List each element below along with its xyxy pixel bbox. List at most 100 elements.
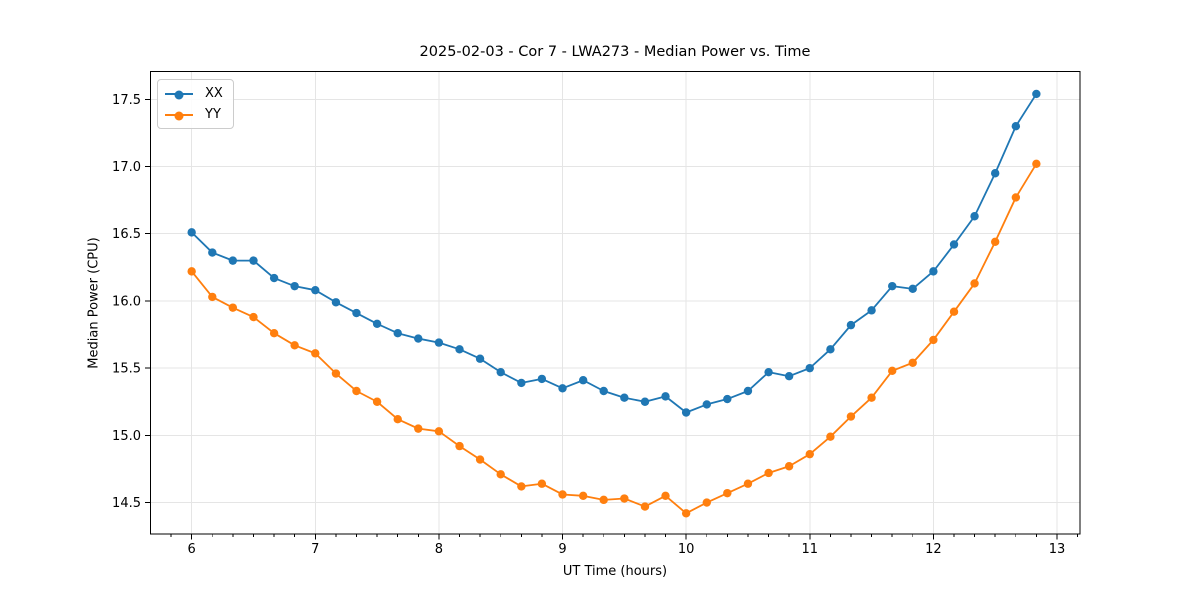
y-axis-label: Median Power (CPU): [86, 237, 102, 369]
y-tick-label: 15.5: [112, 362, 141, 377]
data-point-yy: [1032, 159, 1041, 169]
data-point-xx: [352, 308, 361, 318]
data-point-yy: [517, 482, 526, 491]
data-point-yy: [640, 502, 650, 511]
series-line-yy: [190, 162, 1038, 515]
data-point-xx: [249, 256, 258, 265]
legend-line-sample: [165, 111, 193, 120]
data-point-yy: [475, 455, 485, 464]
data-point-xx: [187, 228, 196, 237]
data-point-xx: [1011, 122, 1021, 131]
data-point-yy: [311, 349, 320, 358]
x-axis-label: UT Time (hours): [562, 564, 668, 579]
data-point-xx: [496, 367, 505, 377]
data-point-yy: [846, 412, 856, 421]
data-point-yy: [228, 303, 238, 312]
data-point-yy: [537, 479, 547, 488]
data-point-xx: [867, 306, 876, 315]
data-point-yy: [888, 366, 897, 376]
x-tick-label: 12: [925, 542, 942, 557]
data-point-xx: [475, 354, 485, 363]
legend-entry-xx: XX: [165, 84, 223, 103]
axes-box: [150, 71, 1081, 535]
data-point-yy: [743, 479, 753, 488]
data-point-xx: [784, 372, 794, 381]
data-point-yy: [764, 468, 773, 478]
data-point-xx: [661, 392, 670, 401]
data-point-yy: [455, 441, 464, 451]
legend-marker-dot: [174, 90, 184, 99]
data-point-xx: [908, 284, 917, 294]
data-point-yy: [187, 267, 196, 276]
data-point-yy: [661, 491, 670, 501]
data-point-xx: [372, 319, 382, 328]
data-point-xx: [723, 394, 732, 404]
data-point-xx: [393, 328, 402, 338]
data-point-yy: [290, 341, 299, 350]
data-point-yy: [990, 237, 1000, 246]
data-point-yy: [1011, 193, 1021, 202]
data-point-xx: [970, 212, 979, 221]
data-point-yy: [599, 495, 608, 505]
legend-line-sample: [165, 90, 193, 99]
data-point-yy: [784, 462, 794, 471]
y-tick-label: 17.0: [112, 160, 141, 175]
data-point-yy: [578, 491, 588, 501]
data-point-xx: [805, 363, 814, 373]
data-point-yy: [208, 292, 217, 302]
legend-entry-yy: YY: [165, 105, 223, 124]
data-point-xx: [640, 397, 650, 406]
data-point-yy: [826, 432, 835, 441]
data-point-xx: [228, 256, 238, 265]
y-tick-label: 16.5: [112, 227, 141, 242]
data-point-yy: [681, 509, 691, 518]
data-point-xx: [702, 400, 711, 409]
data-point-xx: [517, 378, 526, 388]
data-point-yy: [331, 369, 341, 378]
data-point-yy: [434, 427, 444, 436]
legend: XX YY: [157, 79, 234, 129]
data-point-xx: [1032, 89, 1041, 99]
data-point-yy: [805, 449, 814, 459]
data-point-yy: [269, 328, 279, 338]
x-tick-label: 11: [801, 542, 818, 557]
data-point-yy: [393, 415, 402, 424]
data-point-xx: [888, 281, 897, 291]
legend-marker-dot: [174, 111, 184, 120]
y-tick-label: 17.5: [112, 93, 141, 108]
y-tick-label: 15.0: [112, 429, 141, 444]
x-tick-label: 10: [678, 542, 695, 557]
y-tick-label: 16.0: [112, 294, 141, 309]
data-point-yy: [249, 312, 258, 322]
data-point-xx: [929, 267, 938, 276]
data-point-xx: [455, 345, 464, 354]
data-point-yy: [929, 335, 938, 345]
data-point-xx: [764, 367, 773, 377]
x-tick-label: 6: [188, 542, 196, 557]
data-point-yy: [352, 386, 361, 396]
data-point-yy: [908, 358, 917, 367]
data-point-xx: [681, 408, 691, 417]
data-point-xx: [434, 338, 444, 347]
data-point-yy: [496, 470, 505, 479]
data-point-xx: [990, 169, 1000, 178]
x-tick-label: 13: [1049, 542, 1066, 557]
data-point-xx: [846, 320, 856, 330]
chart-title: 2025-02-03 - Cor 7 - LWA273 - Median Pow…: [419, 44, 811, 60]
data-point-yy: [558, 490, 567, 499]
data-point-yy: [723, 488, 732, 498]
data-point-xx: [537, 374, 547, 384]
data-point-yy: [620, 494, 629, 503]
x-tick-label: 9: [558, 542, 566, 557]
data-point-xx: [558, 384, 567, 393]
data-point-yy: [970, 279, 979, 288]
data-point-xx: [414, 334, 423, 343]
data-point-xx: [269, 273, 279, 283]
data-point-yy: [702, 498, 711, 507]
data-point-xx: [743, 386, 753, 396]
data-point-yy: [372, 397, 382, 406]
data-point-xx: [578, 376, 588, 385]
legend-label: XX: [205, 86, 223, 101]
